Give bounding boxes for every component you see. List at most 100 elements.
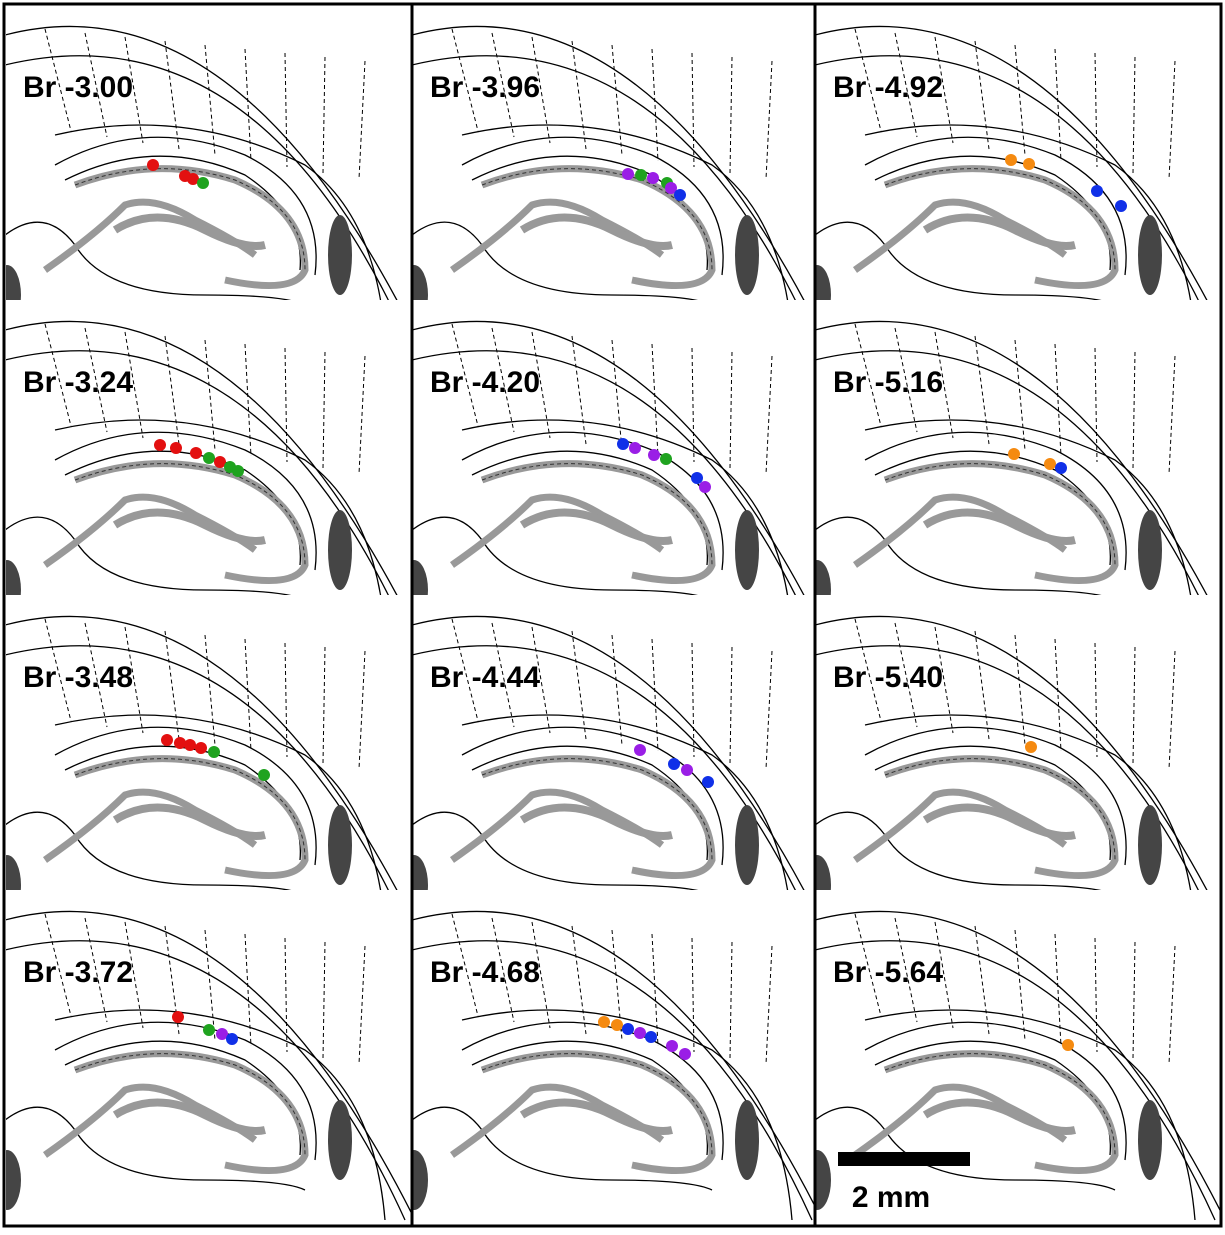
cortical-line <box>1094 347 1098 463</box>
cortex-outline <box>6 940 406 1221</box>
ventricle <box>1138 1100 1162 1180</box>
cortical-line <box>84 622 108 728</box>
cortical-line <box>204 339 216 451</box>
cortex-outline <box>413 320 815 618</box>
ca-band-line <box>74 1053 306 1156</box>
section: Br -5.16 <box>816 300 1220 631</box>
recording-site <box>1091 185 1103 197</box>
section-label: Br -3.96 <box>430 71 540 104</box>
recording-site <box>691 472 703 484</box>
recording-site <box>1005 154 1017 166</box>
cortical-line <box>491 917 515 1023</box>
cortical-line <box>934 921 954 1029</box>
ca-band-line <box>481 1053 713 1156</box>
cortical-line <box>934 626 954 734</box>
section-label: Br -4.20 <box>430 366 540 399</box>
recording-site <box>195 742 207 754</box>
cortical-line <box>284 347 288 463</box>
cortical-line <box>284 52 288 168</box>
cortical-line <box>1014 634 1026 746</box>
dg-band <box>922 213 1076 250</box>
cortical-line <box>894 622 918 728</box>
recording-site <box>635 169 647 181</box>
cortical-line <box>651 48 659 162</box>
recording-site <box>699 481 711 493</box>
recording-site <box>666 1040 678 1052</box>
section-bg <box>6 890 412 1190</box>
cortical-line <box>854 323 882 427</box>
cortical-line <box>322 351 326 469</box>
recording-site <box>634 744 646 756</box>
cortical-line <box>765 60 773 180</box>
cortical-line <box>1014 339 1026 451</box>
cortical-line <box>651 933 659 1047</box>
cortical-line <box>124 626 144 734</box>
cortex-inner <box>54 714 386 926</box>
section-label: Br -4.44 <box>430 661 540 694</box>
section-bg <box>6 595 412 895</box>
recording-site <box>629 442 641 454</box>
ca-band-line <box>481 463 713 566</box>
dg-band <box>112 1098 266 1135</box>
cortical-line <box>1168 355 1176 475</box>
section-bg <box>413 890 815 1190</box>
section: Br -3.24 <box>6 300 412 631</box>
cortical-line <box>1054 638 1062 752</box>
cortex-inner <box>54 1009 386 1221</box>
ventricle <box>6 1150 21 1210</box>
ventricle <box>735 510 759 590</box>
recording-site <box>147 159 159 171</box>
cortex-outline <box>816 320 1220 622</box>
cortical-line <box>765 355 773 475</box>
cortical-line <box>84 32 108 138</box>
cortical-line <box>1054 933 1062 1047</box>
cortex-outline <box>816 615 1220 917</box>
cortical-line <box>1132 56 1136 174</box>
recording-site <box>203 452 215 464</box>
section: Br -3.72 <box>6 890 412 1221</box>
recording-site <box>647 172 659 184</box>
section-bg <box>6 300 412 600</box>
scale-bar-label: 2 mm <box>852 1181 930 1214</box>
hippocampus-outline <box>816 221 1116 306</box>
ventricle <box>328 805 352 885</box>
ventricle <box>735 805 759 885</box>
section: Br -3.00 <box>6 6 412 336</box>
cortex-outline <box>413 645 813 926</box>
cortical-line <box>244 638 252 752</box>
cortical-line <box>322 646 326 764</box>
recording-site <box>1044 458 1056 470</box>
cortical-line <box>531 921 551 1029</box>
cortex-outline <box>413 350 813 631</box>
recording-site <box>214 456 226 468</box>
section-bg <box>413 6 815 305</box>
dg-band <box>112 213 266 250</box>
hippocampus-outline <box>413 516 713 601</box>
cortical-line <box>244 933 252 1047</box>
section: Br -4.92 <box>816 6 1220 336</box>
recording-site <box>598 1016 610 1028</box>
recording-site <box>681 764 693 776</box>
recording-site <box>203 1024 215 1036</box>
cortical-line <box>284 937 288 1053</box>
cortex-outline <box>6 645 406 926</box>
section-bg <box>6 6 412 305</box>
recording-site <box>1025 741 1037 753</box>
recording-site <box>1023 158 1035 170</box>
cortical-line <box>611 634 623 746</box>
cortical-line <box>84 327 108 433</box>
cortical-line <box>1054 343 1062 457</box>
recording-site <box>190 447 202 459</box>
cortical-line <box>611 44 623 156</box>
cortical-line <box>1132 941 1136 1059</box>
cortical-line <box>451 323 479 427</box>
recording-site <box>174 737 186 749</box>
hippocampus-outline <box>816 516 1116 601</box>
cortical-line <box>1054 48 1062 162</box>
recording-site <box>648 449 660 461</box>
cortical-line <box>729 351 733 469</box>
cortical-line <box>322 56 326 174</box>
cortex-outline <box>413 55 813 336</box>
cortex-outline <box>413 910 815 1208</box>
